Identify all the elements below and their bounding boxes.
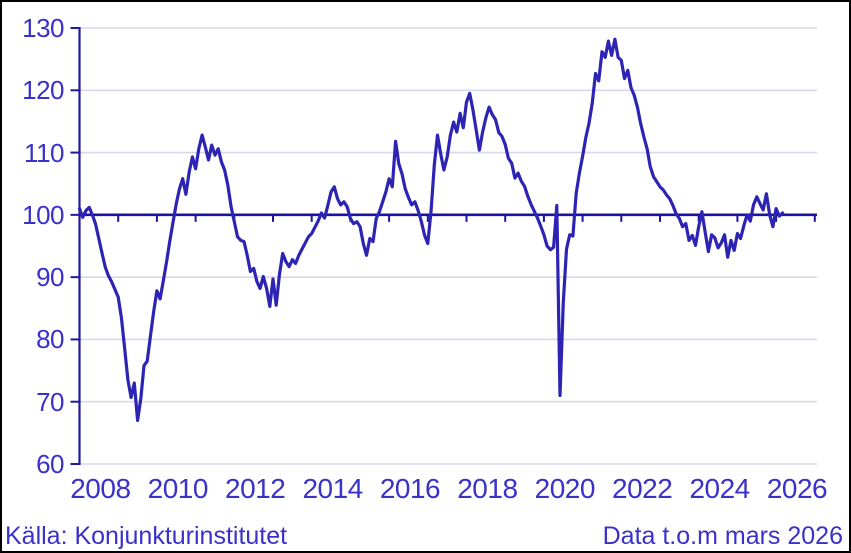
y-axis-label: 100 [22, 199, 64, 230]
y-axis-label: 110 [24, 137, 64, 168]
x-axis-label: 2026 [766, 473, 828, 504]
x-axis-label: 2018 [457, 473, 518, 504]
data-series-line [77, 37, 785, 422]
y-axis-label: 130 [22, 13, 64, 43]
x-axis-label: 2024 [689, 473, 750, 504]
y-axis-label: 60 [36, 449, 64, 479]
data-note-label: Data t.o.m mars 2026 [602, 522, 843, 550]
y-axis-label: 80 [36, 324, 64, 355]
source-label: Källa: Konjunkturinstitutet [5, 522, 288, 550]
chart-footer: Källa: Konjunkturinstitutet Data t.o.m m… [5, 522, 843, 550]
x-axis-label: 2016 [379, 473, 441, 504]
y-axis-label: 90 [36, 262, 64, 293]
x-axis-label: 2022 [612, 473, 673, 504]
y-axis-label: 120 [22, 75, 64, 106]
x-axis-label: 2008 [70, 473, 131, 504]
x-axis-label: 2014 [302, 473, 363, 504]
x-axis-label: 2012 [225, 473, 286, 504]
x-axis-label: 2010 [147, 473, 209, 504]
y-axis-label: 70 [36, 386, 64, 417]
x-axis-label: 2020 [534, 473, 596, 504]
